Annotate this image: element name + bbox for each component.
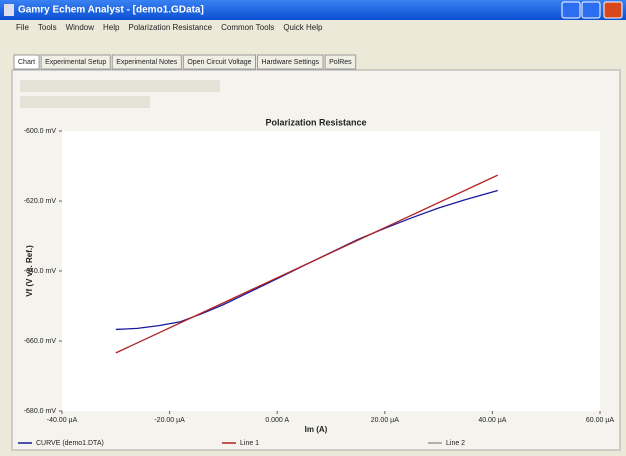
data-line	[115, 174, 499, 354]
tab[interactable]	[13, 54, 40, 70]
minimize-button[interactable]	[561, 1, 581, 19]
legend-label: Line 1	[240, 440, 259, 447]
menu-item[interactable]: Polarization Resistance	[128, 23, 212, 32]
tab-label[interactable]: PolRes	[329, 59, 352, 66]
x-tick-label: 60.00 µA	[586, 417, 614, 424]
plot-area	[62, 131, 600, 411]
legend-label: Line 2	[446, 440, 465, 447]
tab[interactable]	[40, 54, 111, 70]
tab[interactable]	[182, 54, 257, 70]
menu-item[interactable]: Help	[103, 23, 120, 32]
tab[interactable]	[111, 54, 182, 70]
window-title: Gamry Echem Analyst - [demo1.GData]	[18, 5, 204, 16]
y-tick-label: -620.0 mV	[24, 198, 57, 205]
tab[interactable]	[257, 54, 324, 70]
x-tick-label: -20.00 µA	[154, 417, 185, 424]
x-tick-label: -40.00 µA	[47, 417, 78, 424]
tab[interactable]	[324, 54, 357, 70]
y-axis-label: Vf (V vs. Ref.)	[25, 245, 34, 297]
menu-item[interactable]: Tools	[38, 23, 57, 32]
menu-item[interactable]: Quick Help	[283, 23, 323, 32]
tab-label[interactable]: Experimental Notes	[116, 59, 178, 66]
menu-item[interactable]: Common Tools	[221, 23, 274, 32]
y-tick-label: -640.0 mV	[24, 268, 57, 275]
x-tick-label: 40.00 µA	[478, 417, 506, 424]
tab-label[interactable]: Experimental Setup	[45, 59, 106, 66]
x-tick-label: 20.00 µA	[371, 417, 399, 424]
menu-item[interactable]: Window	[66, 23, 95, 32]
tab-label[interactable]: Chart	[18, 59, 35, 66]
chart-toolbar	[20, 96, 150, 108]
close-button[interactable]	[603, 1, 623, 19]
x-axis-label: Im (A)	[305, 425, 328, 434]
menu-item[interactable]: File	[16, 23, 29, 32]
toolbar	[0, 36, 626, 48]
title-bar	[0, 0, 626, 20]
maximize-button[interactable]	[581, 1, 601, 19]
chart-title: Polarization Resistance	[265, 117, 366, 127]
x-tick-label: 0.000 A	[265, 417, 289, 424]
chart-toolbar	[20, 80, 220, 92]
tab-label[interactable]: Hardware Settings	[262, 59, 320, 66]
y-tick-label: -680.0 mV	[24, 408, 57, 415]
y-tick-label: -660.0 mV	[24, 338, 57, 345]
tab-label[interactable]: Open Circuit Voltage	[187, 59, 251, 66]
legend-label: CURVE (demo1.DTA)	[36, 440, 104, 447]
app-icon	[4, 4, 14, 16]
y-tick-label: -600.0 mV	[24, 128, 57, 135]
